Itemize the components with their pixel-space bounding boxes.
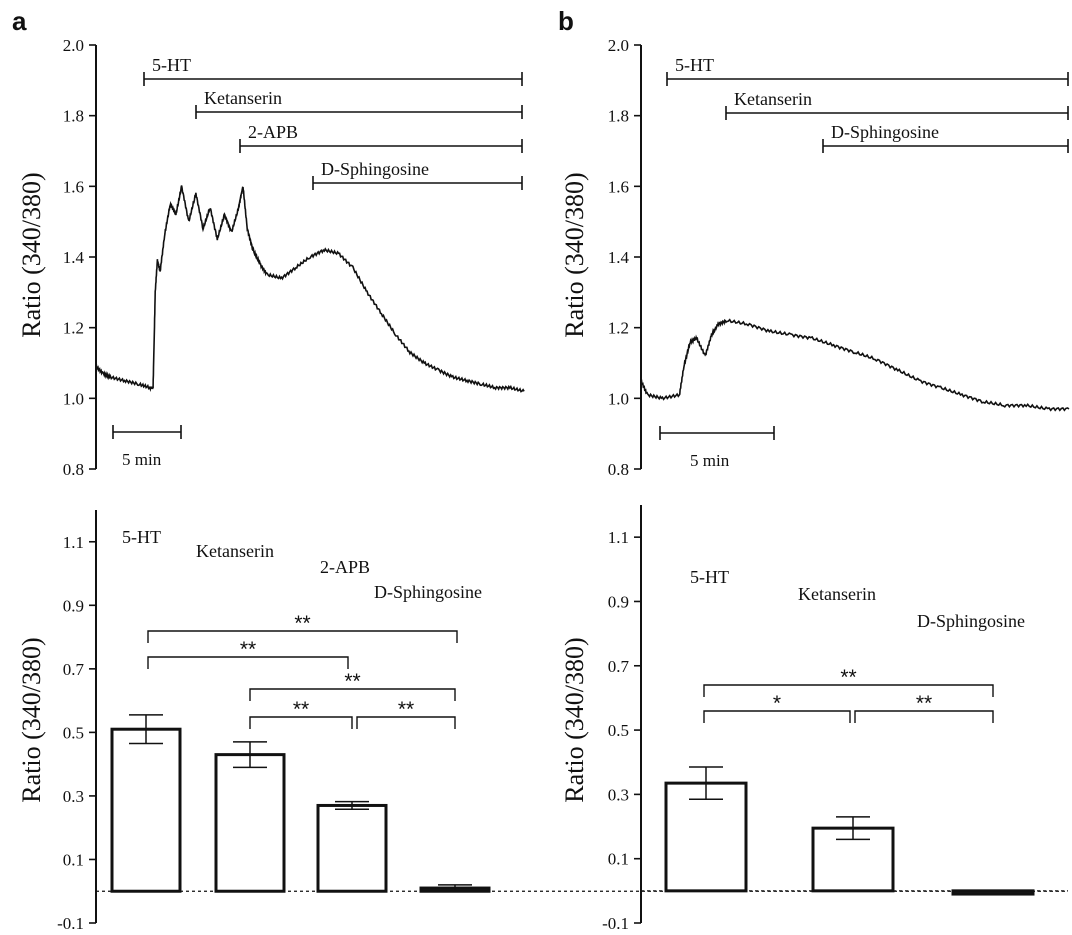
y-tick-label: 1.0 [608,389,629,408]
panel-label-a: a [12,6,27,36]
category-label: 5-HT [122,527,161,547]
y-tick-label: 0.5 [608,721,629,740]
category-label: 5-HT [690,567,729,587]
significance-bracket [147,630,458,643]
significance-marker: ** [344,670,360,693]
bar [664,781,748,893]
y-tick-label: 1.2 [63,319,84,338]
significance-bracket [854,710,994,723]
category-label: Ketanserin [798,584,876,604]
y-tick-label: 2.0 [63,36,84,55]
y-axis-label: Ratio (340/380) [17,637,46,802]
y-tick-label: 0.9 [63,596,84,615]
treatment-label: Ketanserin [204,88,282,108]
significance-marker: ** [840,666,856,689]
y-tick-label: 0.1 [608,850,629,869]
y-tick-label: 1.2 [608,319,629,338]
bar [951,889,1035,896]
significance-bracket [356,716,456,729]
y-tick-label: 1.1 [608,528,629,547]
significance-marker: ** [240,638,256,661]
category-label: D-Sphingosine [917,611,1025,631]
treatment-label: Ketanserin [734,89,812,109]
panel-label-b: b [558,6,574,36]
y-tick-label: 0.7 [608,657,630,676]
significance-marker: ** [293,698,309,721]
y-tick-label: 0.1 [63,850,84,869]
category-label: D-Sphingosine [374,582,482,602]
bar [214,753,286,893]
y-tick-label: 0.8 [63,460,84,479]
y-tick-label: 1.8 [608,107,629,126]
bar-chart-b: Ratio (340/380) -0.1 0.1 0.3 0.5 0.7 0.9 1.1 5-… [560,505,1068,933]
treatment-label: D-Sphingosine [831,122,939,142]
trace-chart-b: Ratio (340/380) 0.8 1.0 1.2 1.4 1.6 1.8 2.0 5-H… [560,36,1070,479]
trace-line [95,185,525,393]
trace-chart-a: Ratio (340/380) 0.8 1.0 1.2 1.4 1.6 1.8 2.0 5-H… [17,36,525,479]
y-tick-label: 0.3 [608,785,629,804]
y-tick-label: 0.3 [63,787,84,806]
y-tick-label: 1.6 [63,177,84,196]
y-tick-label: 0.8 [608,460,629,479]
significance-bracket [147,656,349,669]
bar [316,803,388,893]
y-tick-label: 0.9 [608,592,629,611]
category-label: 2-APB [320,557,370,577]
y-tick-label: 1.4 [608,248,630,267]
y-axis-label: Ratio (340/380) [17,172,46,337]
y-axis-label: Ratio (340/380) [560,172,589,337]
bar-chart-a: Ratio (340/380) -0.1 0.1 0.3 0.5 0.7 0.9 1.1 5-… [17,510,1068,933]
significance-bracket [703,710,851,723]
treatment-label: 2-APB [248,122,298,142]
y-tick-label: 0.7 [63,660,85,679]
scale-bar-label: 5 min [122,450,162,469]
y-tick-label: 1.4 [63,248,85,267]
scale-bar-label: 5 min [690,451,730,470]
y-tick-label: -0.1 [57,914,84,933]
significance-bracket [249,716,353,729]
bar [110,727,182,893]
significance-marker: ** [398,698,414,721]
treatment-label: 5-HT [675,55,714,75]
category-label: Ketanserin [196,541,274,561]
trace-line [640,318,1070,412]
y-tick-label: 1.8 [63,107,84,126]
y-tick-label: 1.0 [63,389,84,408]
significance-marker: ** [294,612,310,635]
y-tick-label: 1.6 [608,177,629,196]
treatment-label: D-Sphingosine [321,159,429,179]
significance-marker: * [773,692,781,715]
significance-marker: ** [916,692,932,715]
significance-bracket [703,684,994,697]
y-tick-label: 0.5 [63,723,84,742]
y-tick-label: 1.1 [63,533,84,552]
significance-bracket [249,688,456,701]
y-tick-label: -0.1 [602,914,629,933]
y-tick-label: 2.0 [608,36,629,55]
y-axis-label: Ratio (340/380) [560,637,589,802]
treatment-label: 5-HT [152,55,191,75]
